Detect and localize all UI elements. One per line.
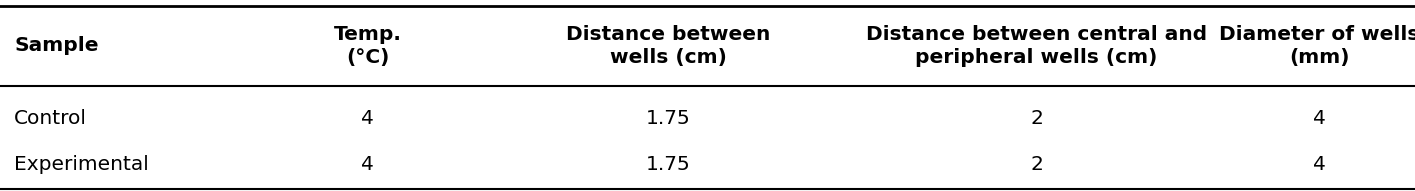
Text: 4: 4 — [361, 155, 375, 174]
Text: Distance between central and
peripheral wells (cm): Distance between central and peripheral … — [866, 25, 1207, 67]
Text: 2: 2 — [1030, 109, 1043, 128]
Text: 4: 4 — [1313, 109, 1326, 128]
Text: 4: 4 — [1313, 155, 1326, 174]
Text: 2: 2 — [1030, 155, 1043, 174]
Text: Control: Control — [14, 109, 88, 128]
Text: Sample: Sample — [14, 36, 99, 55]
Text: Experimental: Experimental — [14, 155, 149, 174]
Text: Diameter of wells
(mm): Diameter of wells (mm) — [1220, 25, 1415, 67]
Text: Temp.
(°C): Temp. (°C) — [334, 25, 402, 67]
Text: 1.75: 1.75 — [647, 109, 691, 128]
Text: 4: 4 — [361, 109, 375, 128]
Text: 1.75: 1.75 — [647, 155, 691, 174]
Text: Distance between
wells (cm): Distance between wells (cm) — [566, 25, 771, 67]
